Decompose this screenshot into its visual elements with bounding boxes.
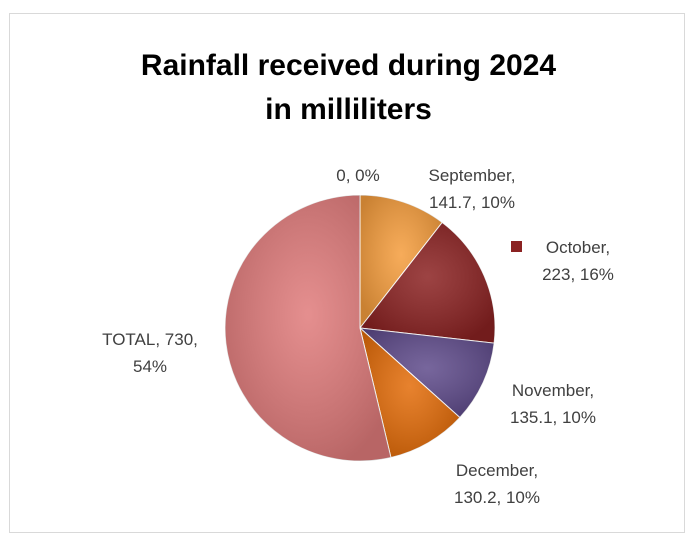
chart-title-line-1: Rainfall received during 2024 bbox=[140, 49, 557, 82]
pie-labels: 0, 0% September, 141.7, 10% October, 223, 16… bbox=[102, 166, 614, 507]
data-label-total: TOTAL, 730, 54% bbox=[102, 330, 198, 376]
data-label-november: November, 135.1, 10% bbox=[510, 381, 596, 427]
data-label-october: October, 223, 16% bbox=[542, 238, 614, 284]
pie-slices bbox=[224, 194, 496, 462]
chart-title: Rainfall received during 2024 in millili… bbox=[0, 44, 697, 132]
data-label-0: 0, 0% bbox=[336, 166, 379, 185]
pie-chart: 0, 0% September, 141.7, 10% October, 223, 16… bbox=[102, 166, 614, 507]
legend-key-october bbox=[511, 241, 522, 252]
chart-title-line-2: in milliliters bbox=[265, 93, 432, 126]
data-label-december: December, 130.2, 10% bbox=[454, 461, 540, 507]
data-label-september: September, 141.7, 10% bbox=[429, 166, 516, 212]
